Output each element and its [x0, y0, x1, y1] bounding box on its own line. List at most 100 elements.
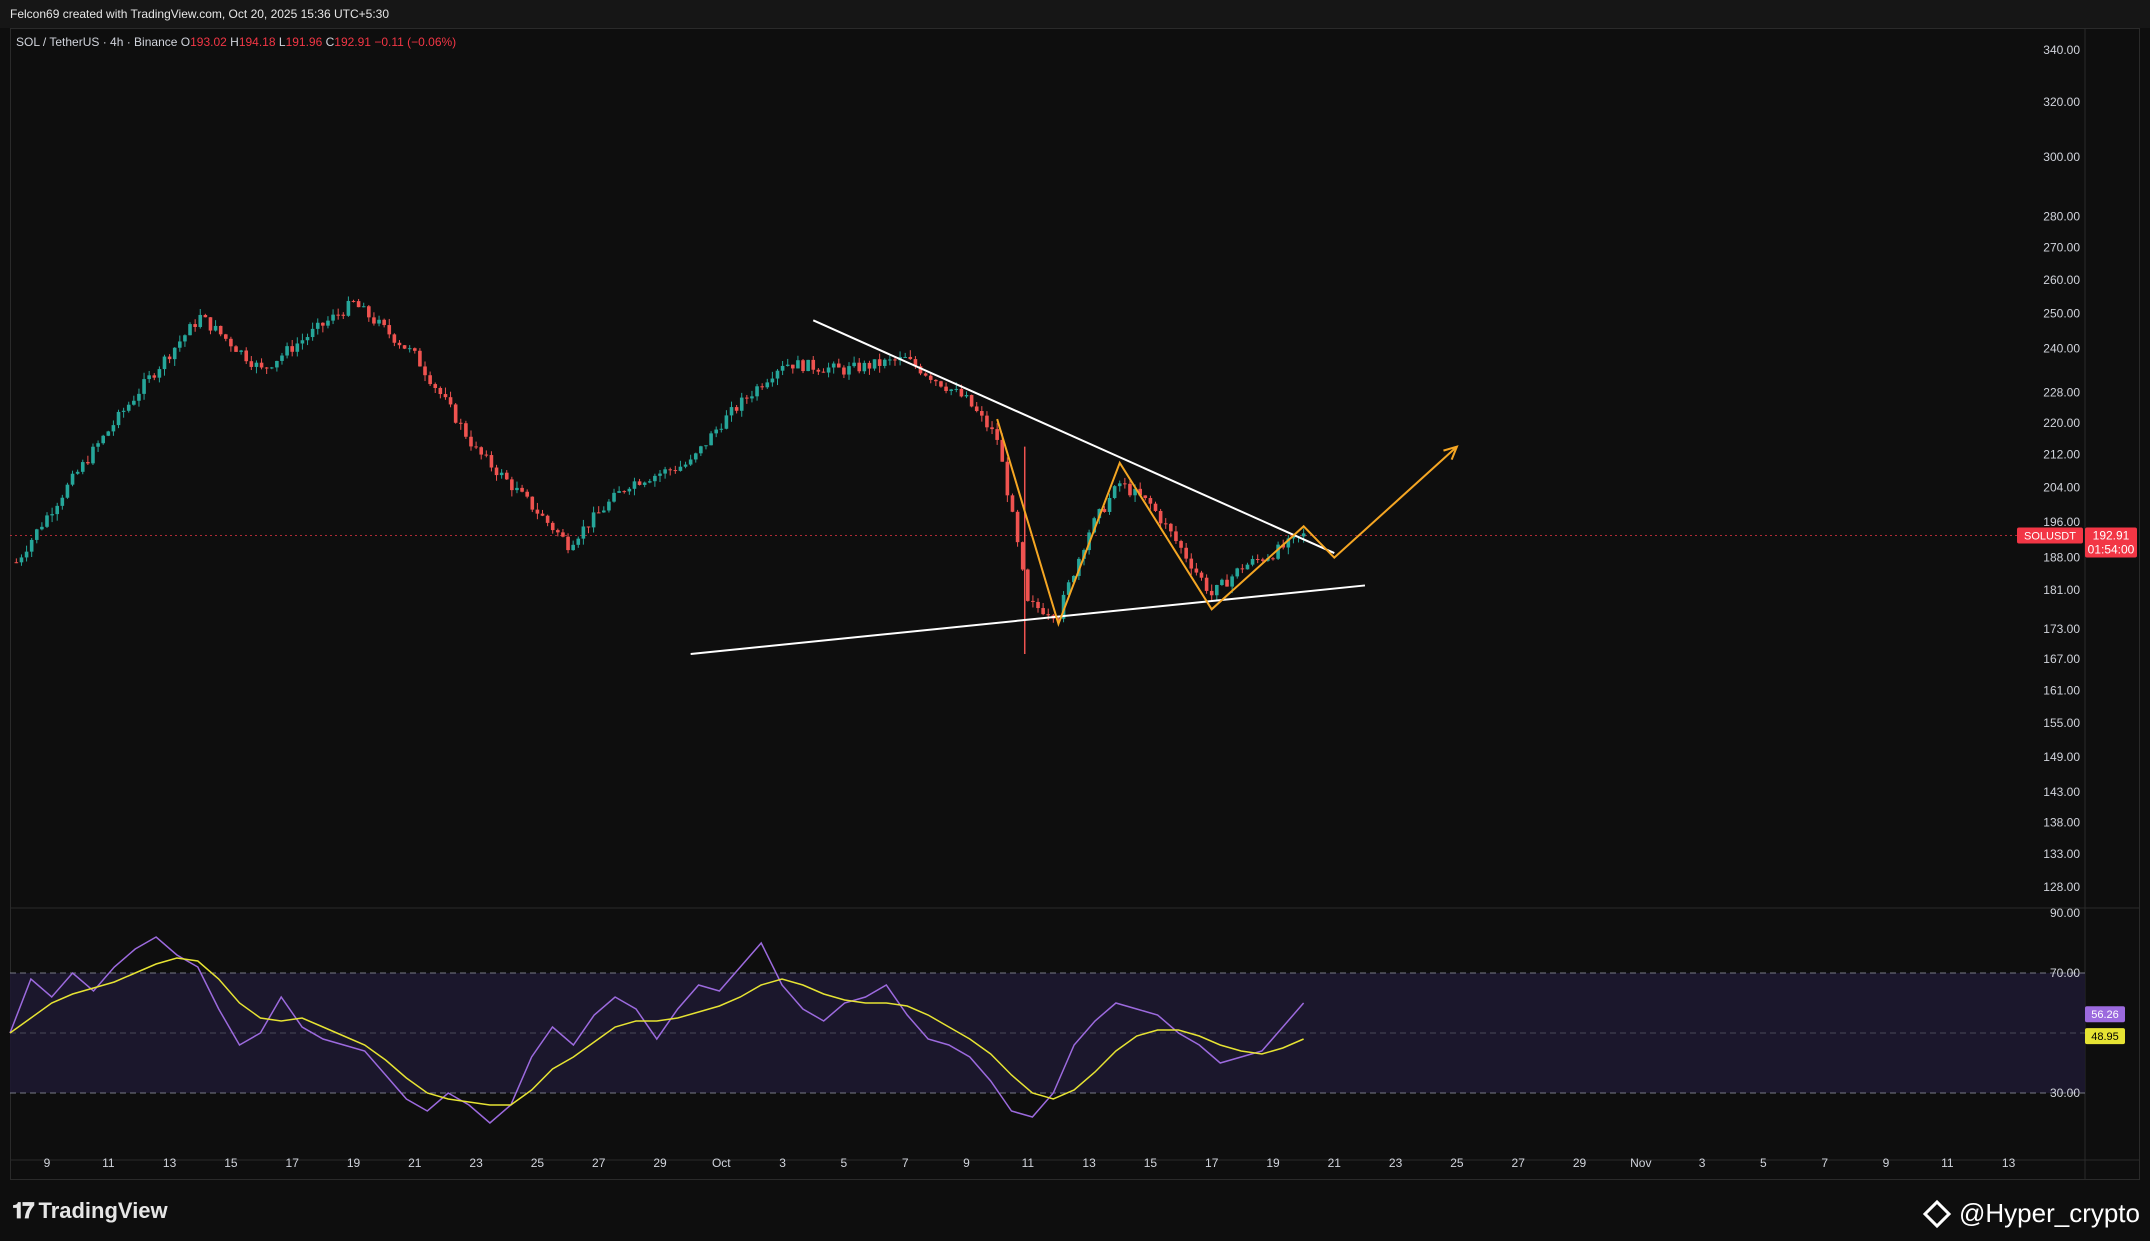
candle-body	[1250, 559, 1255, 565]
candle-body	[367, 306, 371, 318]
candle-body	[121, 410, 126, 412]
time-tick-label: 19	[347, 1156, 361, 1170]
candle-body	[1123, 483, 1127, 485]
candle-body	[974, 406, 979, 412]
price-tick-label: 173.00	[2043, 622, 2080, 636]
candle-body	[888, 359, 892, 361]
candle-body	[842, 367, 846, 375]
candle-body	[791, 364, 795, 369]
candle-body	[617, 491, 621, 493]
candle-body	[152, 375, 157, 378]
candle-body	[413, 348, 417, 351]
candle-body	[269, 367, 274, 369]
ticker-badge	[2017, 527, 2083, 544]
candle-body	[1179, 541, 1183, 548]
candle-body	[382, 319, 386, 326]
candle-body	[964, 395, 969, 397]
candle-body	[438, 387, 443, 395]
candle-body	[1291, 536, 1296, 539]
candle-body	[668, 469, 673, 471]
candle-body	[387, 325, 392, 335]
candle-body	[45, 515, 49, 527]
candle-body	[928, 375, 933, 380]
candle-body	[80, 462, 85, 472]
candle-body	[1260, 559, 1265, 561]
candle-body	[985, 415, 989, 428]
candle-body	[647, 481, 652, 483]
candle-body	[939, 381, 943, 387]
candle-body	[234, 346, 238, 352]
candle-body	[1138, 488, 1142, 496]
time-tick-label: 25	[1450, 1156, 1464, 1170]
candle-body	[1209, 590, 1214, 596]
candle-body	[1061, 594, 1066, 619]
candle-body	[392, 334, 397, 343]
candle-body	[1220, 579, 1224, 585]
candle-body	[980, 411, 984, 416]
time-tick-label: Nov	[1630, 1156, 1651, 1170]
candle-body	[423, 366, 427, 376]
candle-body	[1066, 582, 1071, 595]
time-tick-label: 3	[779, 1156, 786, 1170]
candle-body	[1128, 483, 1132, 496]
time-tick-label: 11	[102, 1156, 115, 1170]
time-tick-label: 25	[531, 1156, 545, 1170]
candle-body	[280, 355, 284, 361]
candle-body	[1010, 495, 1015, 512]
time-tick-label: 11	[1022, 1156, 1035, 1170]
candle-body	[407, 348, 412, 350]
candle-body	[40, 526, 44, 530]
candle-body	[132, 400, 136, 405]
price-tick-label: 300.00	[2043, 150, 2080, 164]
candle-body	[739, 397, 744, 411]
price-tick-label: 320.00	[2043, 95, 2080, 109]
candle-body	[50, 514, 54, 516]
candle-body	[229, 338, 233, 347]
price-tick-label: 181.00	[2043, 583, 2080, 597]
candle-body	[872, 359, 877, 369]
candle-body	[724, 415, 729, 429]
candle-body	[934, 379, 938, 382]
candle-body	[944, 386, 948, 392]
candle-body	[203, 314, 208, 318]
projection-arrow-head	[1443, 445, 1459, 461]
candle-body	[1194, 568, 1199, 573]
price-tick-label: 196.00	[2043, 515, 2080, 529]
price-tick-label: 155.00	[2043, 716, 2080, 730]
candle-body	[1077, 558, 1081, 576]
legend-symbol[interactable]: SOL / TetherUS · 4h · Binance	[16, 35, 178, 49]
candle-body	[137, 393, 141, 401]
legend-change: −0.11 (−0.06%)	[374, 35, 457, 49]
candle-body	[775, 370, 780, 379]
legend-close: 192.91	[334, 35, 371, 49]
candle-body	[1026, 569, 1030, 601]
price-tick-label: 228.00	[2043, 385, 2080, 399]
candle-body	[147, 375, 151, 380]
time-tick-label: 27	[592, 1156, 606, 1170]
candle-body	[1163, 523, 1168, 525]
candle-body	[1097, 509, 1102, 519]
candle-body	[1255, 559, 1260, 561]
candle-body	[780, 365, 785, 371]
candle-body	[831, 363, 836, 368]
time-tick-label: 27	[1512, 1156, 1526, 1170]
candle-body	[346, 300, 351, 316]
candle-body	[295, 343, 300, 352]
candle-body	[566, 536, 570, 551]
candle-body	[719, 428, 724, 430]
candle-body	[336, 314, 340, 316]
candle-body	[285, 346, 289, 356]
time-tick-label: 9	[44, 1156, 51, 1170]
tradingview-logo[interactable]: 𝟏𝟕 TradingView	[12, 1198, 168, 1224]
candle-body	[1199, 572, 1204, 578]
candle-body	[433, 384, 438, 388]
chart-frame[interactable]	[10, 28, 2140, 1180]
candle-body	[622, 491, 627, 493]
candle-body	[969, 395, 974, 407]
price-badge-value: 192.91	[2093, 529, 2130, 543]
candle-body	[351, 300, 356, 302]
candle-body	[34, 529, 39, 540]
candles	[14, 296, 1306, 655]
